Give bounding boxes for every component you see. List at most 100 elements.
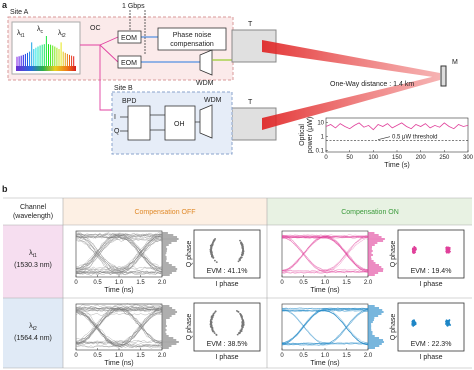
eye-trace (75, 239, 163, 276)
i-axis-label: I phase (216, 281, 239, 288)
constellation-point (445, 323, 447, 325)
eye-trace (75, 233, 163, 270)
wdm-label: WDM (204, 97, 222, 104)
oh-label: OH (174, 121, 185, 128)
eye-trace (75, 236, 163, 273)
constellation-point (446, 246, 448, 249)
constellation-point (215, 261, 218, 263)
eye-tick-label: 0.5 (93, 280, 102, 286)
eye-trace (75, 236, 163, 274)
eom-box (117, 55, 142, 69)
i-axis-label: I phase (216, 354, 239, 361)
rate-label: 1 Gbps (122, 3, 145, 10)
x-tick-label: 50 (346, 155, 353, 161)
threshold-arrow (377, 136, 391, 141)
x-tick-label: 250 (439, 155, 450, 161)
y-tick-label: 0.1 (316, 149, 325, 155)
constellation-point (212, 241, 215, 243)
fiber (80, 36, 210, 111)
q-axis-label: Q phase (186, 314, 193, 341)
eye-trace (281, 237, 369, 273)
constellation-point (240, 242, 243, 245)
eye-trace (281, 237, 369, 273)
constellation-point (211, 316, 213, 319)
eye-axis-label: Time (ns) (310, 360, 339, 367)
eye-trace (75, 235, 163, 239)
constellation-point (413, 246, 416, 249)
x-tick-label: 100 (368, 155, 379, 161)
eye-trace (75, 309, 163, 313)
x-tick-label: 0 (324, 155, 328, 161)
eye-tick-label: 2.0 (364, 280, 373, 286)
channel-symbol: λ (29, 250, 33, 257)
eye-trace (75, 339, 163, 343)
constellation-point (447, 322, 450, 324)
constellation-point (412, 323, 414, 326)
evm-bg (200, 266, 254, 275)
power-trace (325, 122, 469, 131)
constellation-point (240, 316, 243, 319)
site-label: Site A (10, 9, 29, 16)
eye-trace (75, 310, 163, 348)
wavelength: λt1 (17, 30, 25, 39)
spectrum-band (16, 66, 76, 71)
eye-trace (75, 306, 163, 311)
wavelength: λc (37, 26, 44, 35)
constellation-point (211, 327, 214, 329)
wdm (199, 104, 213, 139)
eye-trace (281, 235, 369, 271)
y-tick-label: 1 (321, 134, 325, 140)
eom-box (117, 30, 142, 44)
eye-trace (75, 308, 163, 347)
eye-trace (75, 232, 163, 268)
eye-trace (281, 308, 369, 344)
q-axis-label: Q phase (186, 241, 193, 268)
y-axis-label: power (μW) (307, 117, 314, 153)
eye-tick-label: 2.0 (158, 353, 167, 359)
constellation-point (446, 324, 449, 326)
eye-trace (281, 310, 369, 346)
eye-tick-label: 2.0 (364, 353, 373, 359)
constellation-point (214, 259, 216, 262)
constellation-point (237, 260, 240, 263)
eye-tick-label: 1.5 (342, 280, 351, 286)
eye-trace (75, 233, 163, 269)
eye-trace (75, 235, 163, 273)
eye-trace (75, 234, 163, 271)
constellation-point (210, 321, 213, 323)
channel-sub: t2 (33, 326, 37, 332)
bpd-box (127, 105, 151, 141)
constellation-point (241, 320, 244, 322)
x-tick-label: 300 (463, 155, 474, 161)
constellation-point (211, 329, 214, 331)
iq-label: I (114, 114, 116, 121)
eye-tick-label: 0.5 (299, 280, 308, 286)
constellation-point (212, 256, 215, 259)
eye-tick-label: 0 (74, 353, 78, 359)
eye-trace (75, 240, 163, 277)
eye-tick-label: 1.5 (136, 353, 145, 359)
oh-box (164, 105, 196, 141)
eye-axis-label: Time (ns) (310, 287, 339, 294)
channel-symbol: λ (29, 323, 33, 330)
constellation-point (447, 250, 450, 252)
compensation-label: Phase noise (173, 32, 212, 39)
constellation-point (241, 245, 244, 248)
eye-trace (281, 237, 369, 273)
panel-label: b (2, 184, 8, 194)
eye-trace (75, 312, 163, 348)
on-header: Compensation ON (341, 209, 399, 216)
eye-trace (75, 231, 163, 268)
off-header: Compensation OFF (134, 209, 195, 216)
eye-trace (75, 307, 163, 344)
constellation-point (242, 250, 245, 253)
eom-label: EOM (121, 60, 137, 67)
eye-trace (75, 308, 163, 344)
constellation-point (239, 331, 242, 333)
eye-trace (75, 305, 163, 342)
channel-header: Channel (20, 204, 47, 211)
constellation-point (239, 239, 241, 242)
